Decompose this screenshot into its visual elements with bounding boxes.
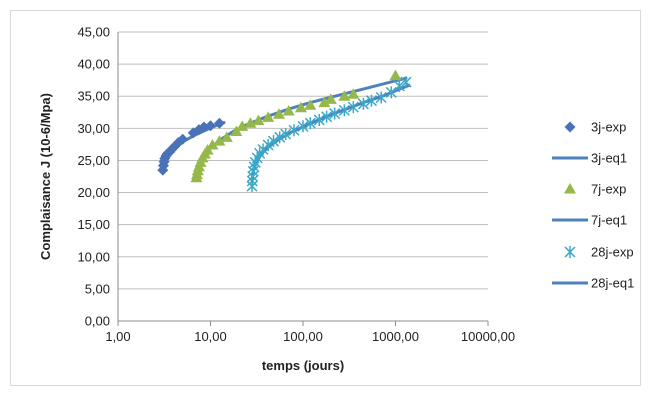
legend-item-7j-eq1: 7j-eq1 [552, 213, 627, 228]
y-tick-labels: 0,00 5,00 10,00 15,00 20,00 25,00 30,00 35,00 40… [77, 25, 110, 329]
legend-item-7j-exp: 7j-exp [564, 182, 626, 197]
legend-item-28j-eq1: 28j-eq1 [552, 276, 634, 291]
y-tick-label: 0,00 [85, 314, 110, 329]
legend-item-3j-exp: 3j-exp [564, 120, 626, 135]
point-7j-exp [304, 99, 317, 110]
axes [117, 32, 489, 326]
point-28j-exp [365, 94, 378, 107]
point-7j-exp [262, 111, 275, 122]
point-28j-exp [274, 131, 286, 144]
y-tick-label: 5,00 [85, 281, 110, 296]
point-7j-exp [318, 96, 331, 108]
legend-label: 28j-eq1 [591, 276, 634, 291]
y-tick-label: 15,00 [77, 217, 110, 232]
x-tick-label: 1,00 [105, 329, 130, 344]
legend-label: 28j-exp [591, 245, 634, 260]
point-7j-exp [272, 108, 285, 119]
y-axis-title: Complaisance J (10-6/Mpa) [38, 93, 53, 260]
point-28j-exp [393, 79, 405, 92]
y-tick-label: 10,00 [77, 249, 110, 264]
point-28j-exp [262, 139, 274, 152]
x-tick-label: 100,00 [283, 329, 323, 344]
point-3j-exp [213, 117, 225, 129]
point-7j-exp [294, 101, 307, 113]
point-28j-exp [375, 91, 387, 104]
y-tick-label: 30,00 [77, 121, 110, 136]
point-28j-exp [288, 124, 300, 137]
chart-frame [10, 10, 641, 386]
legend-item-28j-exp: 28j-exp [564, 245, 634, 260]
y-tick-label: 45,00 [77, 25, 110, 40]
point-3j-exp [205, 120, 216, 132]
legend-label: 3j-exp [591, 120, 626, 135]
point-28j-exp [347, 101, 359, 114]
point-7j-exp [347, 88, 360, 99]
point-28j-exp [329, 107, 341, 120]
point-7j-exp [282, 104, 295, 116]
point-3j-exp [193, 124, 205, 136]
x-tick-label: 10,00 [194, 329, 227, 344]
point-7j-exp [236, 120, 249, 131]
point-28j-exp [400, 76, 412, 89]
x-axis-title: temps (jours) [262, 358, 344, 373]
point-7j-exp [324, 93, 337, 104]
legend-item-3j-eq1: 3j-eq1 [552, 151, 627, 166]
legend-swatch-7j-exp [564, 183, 576, 194]
y-tick-label: 20,00 [77, 185, 110, 200]
legend-swatch-28j-exp [564, 246, 576, 258]
x-tick-label: 10000,00 [461, 329, 515, 344]
point-28j-exp [280, 128, 292, 141]
y-tick-label: 40,00 [77, 57, 110, 72]
x-tick-labels: 1,00 10,00 100,00 1000,00 10000,00 [105, 329, 515, 344]
gridlines [118, 31, 488, 290]
point-28j-exp [338, 104, 350, 117]
legend-label: 7j-exp [591, 182, 626, 197]
point-28j-exp [267, 135, 280, 148]
point-28j-exp [385, 86, 397, 99]
x-tick-label: 1000,00 [372, 329, 419, 344]
point-28j-exp [321, 110, 333, 123]
point-28j-exp [304, 117, 316, 130]
point-3j-exp [177, 133, 189, 145]
legend-label: 7j-eq1 [591, 213, 627, 228]
point-28j-exp [297, 120, 309, 133]
point-7j-exp [252, 114, 265, 126]
y-tick-label: 25,00 [77, 153, 110, 168]
legend-label: 3j-eq1 [591, 151, 627, 166]
point-7j-exp [220, 131, 233, 142]
data-points [157, 69, 412, 193]
point-7j-exp [389, 69, 402, 81]
point-7j-exp [206, 139, 219, 150]
legend: 3j-exp 3j-eq1 7j-exp 7j-eq1 28j-exp 28j-eq1 [552, 120, 634, 291]
point-28j-exp [357, 97, 369, 110]
point-28j-exp [313, 113, 325, 126]
point-7j-exp [338, 90, 351, 101]
point-7j-exp [213, 135, 226, 146]
legend-swatch-3j-exp [564, 121, 576, 133]
y-tick-label: 35,00 [77, 89, 110, 104]
